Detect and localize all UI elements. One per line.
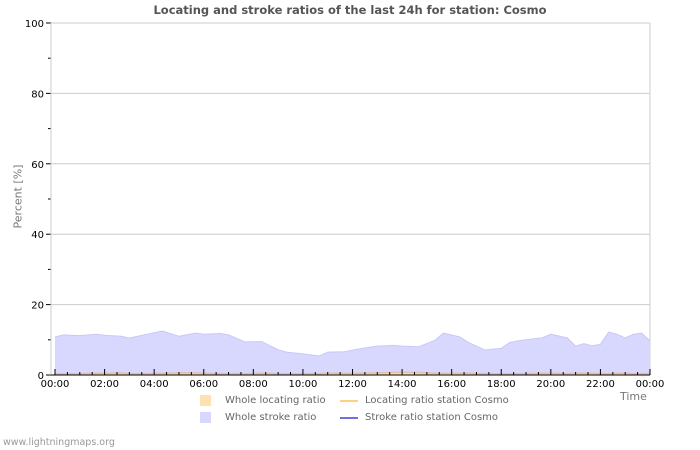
source-link[interactable]: www.lightningmaps.org	[3, 437, 115, 448]
y-axis-label: Percent [%]	[11, 164, 25, 229]
x-tick-label: 04:00	[140, 379, 169, 390]
y-tick-label: 20	[31, 301, 44, 312]
y-tick-label: 100	[25, 19, 44, 30]
x-tick-label: 22:00	[586, 379, 615, 390]
legend-label: Whole stroke ratio	[225, 412, 317, 423]
x-tick-label: 16:00	[437, 379, 466, 390]
x-tick-label: 20:00	[536, 379, 565, 390]
x-tick-label: 18:00	[487, 379, 516, 390]
x-tick-label: 14:00	[388, 379, 417, 390]
legend-swatch-whole-locating	[200, 395, 211, 406]
x-axis-label: Time	[620, 390, 647, 403]
y-tick-label: 60	[31, 160, 44, 171]
x-tick-label: 00:00	[636, 379, 665, 390]
legend-swatch-whole-stroke	[200, 412, 211, 423]
legend-label: Locating ratio station Cosmo	[365, 395, 509, 406]
x-tick-label: 00:00	[41, 379, 70, 390]
y-tick-label: 0	[38, 371, 44, 382]
x-tick-label: 08:00	[239, 379, 268, 390]
x-tick-label: 02:00	[90, 379, 119, 390]
chart-title: Locating and stroke ratios of the last 2…	[153, 3, 547, 17]
legend-label: Stroke ratio station Cosmo	[365, 412, 499, 423]
x-tick-label: 12:00	[338, 379, 367, 390]
y-tick-label: 80	[31, 89, 44, 100]
legend-label: Whole locating ratio	[225, 395, 326, 406]
x-tick-label: 06:00	[189, 379, 218, 390]
y-tick-label: 40	[31, 230, 44, 241]
locating-area-edge	[55, 371, 650, 375]
x-tick-label: 10:00	[289, 379, 318, 390]
legend-line-locating-station	[340, 400, 358, 402]
legend-line-stroke-station	[340, 417, 358, 419]
stroke-area-edge	[54, 330, 651, 357]
area-whole-stroke-ratio	[55, 331, 650, 375]
